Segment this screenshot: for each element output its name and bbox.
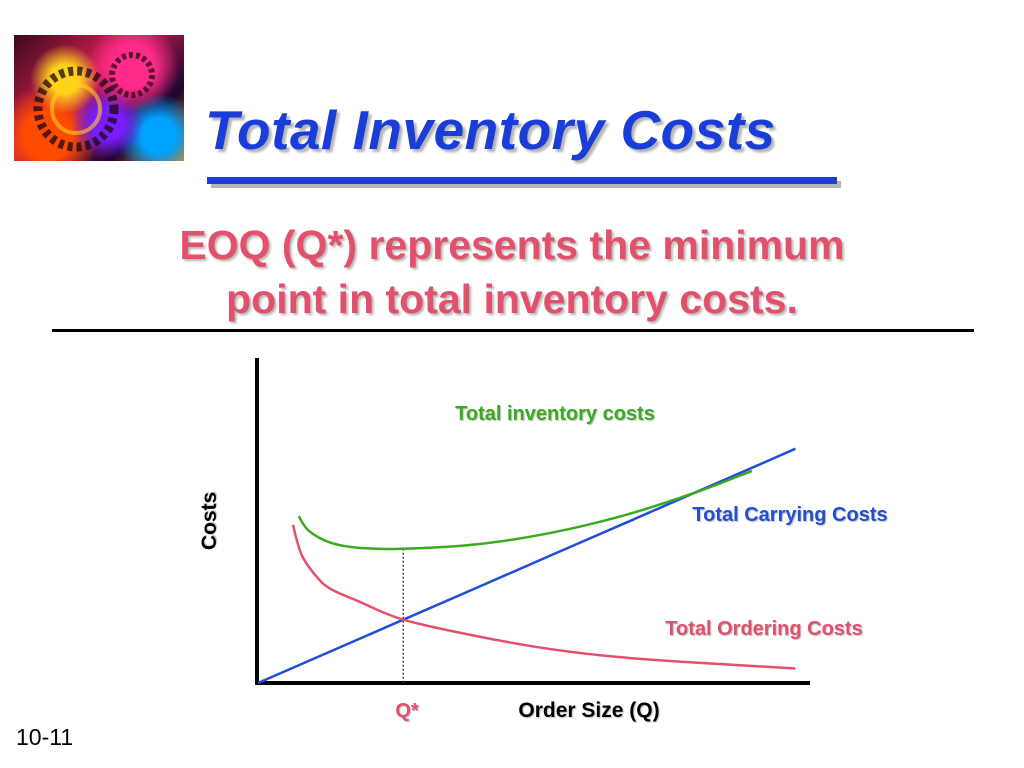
x-axis-label: Order Size (Q) [518,699,659,722]
series-label-total-inventory: Total inventory costs [455,403,655,425]
q-star-tick-label: Q* [395,700,419,722]
title-underline [207,177,837,184]
y-axis-label: Costs [198,492,221,550]
series-line-total-carrying-costs [257,447,797,685]
slide-number: 10-11 [16,724,74,750]
divider-line [52,329,974,332]
subtitle-line-1: EOQ (Q*) represents the minimum [179,222,845,268]
series-label-carrying: Total Carrying Costs [692,504,887,526]
series-label-ordering: Total Ordering Costs [665,618,862,640]
series-line-total-ordering-costs [291,524,796,670]
series-layer [257,447,797,685]
subtitle-line-2: point in total inventory costs. [226,276,798,322]
logo-image [14,35,184,161]
series-line-total-inventory-costs [297,469,753,551]
slide-subtitle: EOQ (Q*) represents the minimum point in… [0,218,1024,326]
slide-title: Total Inventory Costs [205,99,776,161]
gear-icon [33,52,155,152]
